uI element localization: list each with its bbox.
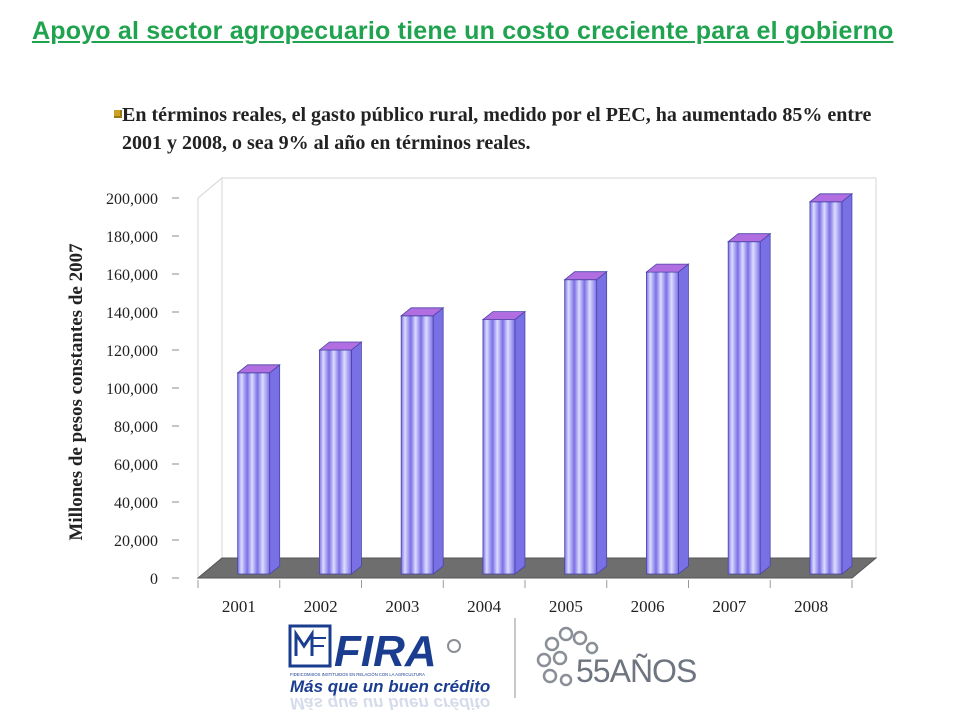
y-tick-label: 60,000 bbox=[114, 457, 158, 474]
y-tick-label: 0 bbox=[150, 571, 158, 588]
y-tick-label: 180,000 bbox=[106, 229, 158, 246]
y-tick-label: 120,000 bbox=[106, 343, 158, 360]
svg-text:Más que un buen crédito: Más que un buen crédito bbox=[290, 694, 490, 713]
bullet-point: En términos reales, el gasto público rur… bbox=[114, 101, 896, 157]
fira-wordmark: FIRA bbox=[334, 627, 437, 676]
x-tick-label: 2003 bbox=[385, 597, 419, 616]
bar-front bbox=[400, 315, 434, 575]
fira-emblem-icon bbox=[288, 624, 332, 668]
bar-side bbox=[841, 192, 853, 575]
bar bbox=[481, 310, 527, 575]
anniversary-text: 55AÑOS bbox=[576, 653, 696, 689]
bar-side bbox=[351, 341, 362, 575]
y-tick-label: 160,000 bbox=[106, 267, 158, 284]
x-tick-label: 2004 bbox=[467, 597, 502, 616]
puzzle-pieces-icon bbox=[536, 626, 599, 687]
bar bbox=[563, 270, 608, 575]
y-tick-label: 40,000 bbox=[114, 495, 158, 512]
y-tick-label: 140,000 bbox=[106, 305, 158, 322]
bar bbox=[808, 192, 854, 575]
bar-top bbox=[808, 193, 854, 203]
bar-top bbox=[563, 271, 608, 281]
x-tick-label: 2008 bbox=[794, 597, 828, 616]
fira-small-text: FIDEICOMISOS INSTITUIDOS EN RELACIÓN CON… bbox=[290, 672, 425, 677]
bar-side bbox=[759, 232, 771, 575]
chart-floor bbox=[196, 557, 878, 579]
square-bullet-icon bbox=[114, 110, 122, 118]
bar-front bbox=[319, 349, 352, 575]
y-axis-title: Millones de pesos constantes de 2007 bbox=[66, 243, 87, 541]
bar-side bbox=[678, 263, 689, 575]
x-tick-label: 2007 bbox=[712, 597, 747, 616]
bar-side bbox=[269, 363, 281, 575]
bar-top bbox=[318, 341, 363, 351]
y-tick-label: 20,000 bbox=[114, 533, 158, 550]
y-tick-label: 100,000 bbox=[106, 381, 158, 398]
bar-top bbox=[481, 311, 527, 321]
fira-seal-icon bbox=[447, 639, 461, 653]
anniversary-logo: 55AÑOS bbox=[536, 626, 697, 689]
bar-front bbox=[809, 201, 843, 575]
bar-top bbox=[645, 263, 690, 273]
bar bbox=[236, 363, 281, 575]
slide-title: Apoyo al sector agropecuario tiene un co… bbox=[32, 17, 894, 45]
y-tick-label: 80,000 bbox=[114, 419, 158, 436]
bar bbox=[645, 263, 690, 575]
fira-tagline: Más que un buen crédito bbox=[290, 677, 490, 696]
bar-side bbox=[432, 306, 444, 575]
bullet-text: En términos reales, el gasto público rur… bbox=[122, 104, 872, 154]
y-tick-label: 200,000 bbox=[106, 191, 158, 208]
chart-side-wall bbox=[197, 176, 223, 580]
bar bbox=[400, 306, 445, 575]
bar-top bbox=[727, 233, 772, 243]
fira-logo: FIRA FIDEICOMISOS INSTITUIDOS EN RELACIÓ… bbox=[288, 624, 490, 713]
x-tick-label: 2001 bbox=[222, 597, 256, 616]
bar-side bbox=[514, 310, 526, 575]
bar-front bbox=[564, 279, 598, 575]
bar bbox=[318, 341, 363, 575]
bar-top bbox=[236, 364, 281, 374]
bar-front bbox=[482, 319, 516, 575]
bar-front bbox=[646, 271, 679, 575]
bar-front bbox=[237, 372, 271, 575]
bar-top bbox=[400, 307, 445, 317]
bar-side bbox=[596, 270, 608, 575]
x-tick-label: 2006 bbox=[631, 597, 665, 616]
x-tick-label: 2005 bbox=[549, 597, 583, 616]
x-tick-label: 2002 bbox=[304, 597, 338, 616]
bar bbox=[727, 232, 772, 575]
bar-front bbox=[727, 241, 761, 575]
fira-tagline-reflection: Más que un buen crédito bbox=[290, 694, 490, 713]
logo-divider bbox=[514, 618, 516, 698]
bar-chart: 0 20,000 40,000 60,000 80,000 100,000 120,000 1… bbox=[66, 176, 878, 616]
